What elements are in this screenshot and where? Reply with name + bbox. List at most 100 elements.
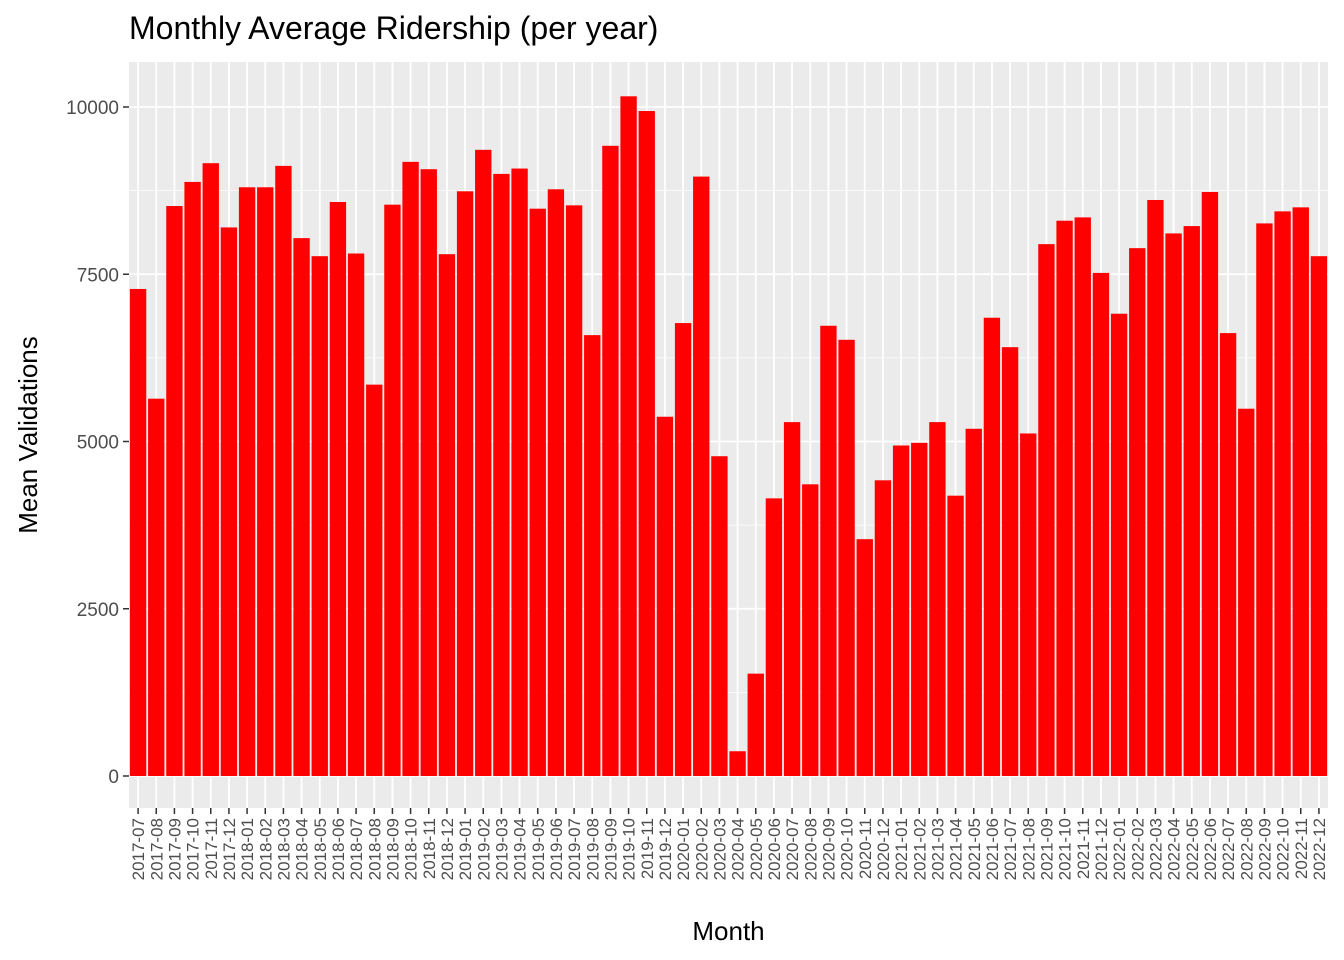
y-tick-label: 0 xyxy=(108,767,119,788)
x-tick-label: 2020-06 xyxy=(765,818,784,880)
bar-2017-12 xyxy=(220,227,238,777)
x-tick-label: 2018-11 xyxy=(420,818,439,879)
bar-2017-08 xyxy=(148,398,165,776)
x-tick-label: 2018-12 xyxy=(438,818,457,880)
bar-2019-05 xyxy=(529,208,546,777)
bar-2019-07 xyxy=(565,205,583,776)
bar-2022-10 xyxy=(1274,211,1291,776)
bar-2020-03 xyxy=(711,456,728,776)
x-tick-label: 2019-08 xyxy=(583,818,602,880)
x-tick-label: 2022-09 xyxy=(1255,818,1274,880)
x-tick-label: 2018-04 xyxy=(293,818,312,880)
x-tick-label: 2021-02 xyxy=(910,818,929,880)
x-tick-label: 2022-07 xyxy=(1219,818,1238,880)
bar-2018-02 xyxy=(257,187,274,776)
bar-2018-08 xyxy=(366,384,383,776)
x-tick-label: 2021-05 xyxy=(965,818,984,880)
x-tick-label: 2022-02 xyxy=(1128,818,1147,880)
bar-2017-10 xyxy=(184,181,201,777)
x-tick-label: 2022-11 xyxy=(1292,818,1311,879)
bar-2018-04 xyxy=(293,238,310,776)
bar-2021-07 xyxy=(1001,347,1019,776)
bar-2022-07 xyxy=(1219,333,1237,776)
bar-2022-03 xyxy=(1147,199,1164,777)
x-tick-label: 2018-07 xyxy=(347,818,366,880)
x-tick-label: 2019-11 xyxy=(638,818,657,879)
x-tick-label: 2020-01 xyxy=(674,818,693,880)
x-tick-label: 2020-12 xyxy=(874,818,893,880)
x-tick-label: 2019-02 xyxy=(474,818,493,880)
y-tick-label: 10000 xyxy=(66,98,119,119)
x-tick-label: 2019-01 xyxy=(456,818,475,880)
x-tick-label: 2017-07 xyxy=(129,818,148,880)
x-tick-label: 2019-09 xyxy=(601,818,620,880)
bar-2017-07 xyxy=(129,288,147,776)
x-tick-label: 2018-10 xyxy=(402,818,421,880)
x-tick-label: 2018-09 xyxy=(383,818,402,880)
x-tick-label: 2020-02 xyxy=(692,818,711,880)
bar-2019-06 xyxy=(547,189,565,777)
bar-2020-05 xyxy=(747,673,764,776)
x-tick-label: 2021-12 xyxy=(1092,818,1111,880)
x-tick-label: 2021-09 xyxy=(1037,818,1056,880)
bar-2022-05 xyxy=(1183,226,1200,776)
bar-2022-01 xyxy=(1110,313,1128,776)
x-tick-label: 2021-01 xyxy=(892,818,911,880)
x-tick-label: 2020-10 xyxy=(838,818,857,880)
bar-2018-01 xyxy=(238,187,256,776)
x-tick-label: 2018-01 xyxy=(238,818,257,880)
bar-2018-11 xyxy=(420,169,437,777)
x-tick-label: 2018-08 xyxy=(365,818,384,880)
bar-2019-03 xyxy=(493,173,510,776)
x-tick-label: 2020-07 xyxy=(783,818,802,880)
plot-panel xyxy=(129,62,1328,808)
x-tick-label: 2021-10 xyxy=(1056,818,1075,880)
bar-2022-02 xyxy=(1129,248,1146,776)
y-axis-title: Mean Validations xyxy=(13,336,43,534)
x-tick-label: 2022-03 xyxy=(1146,818,1165,880)
x-tick-label: 2020-09 xyxy=(819,818,838,880)
bar-2020-06 xyxy=(765,498,783,776)
x-tick-label: 2020-04 xyxy=(729,818,748,880)
bar-2021-01 xyxy=(892,445,910,776)
bar-2022-08 xyxy=(1238,408,1255,776)
bar-2017-09 xyxy=(166,206,183,777)
bar-2019-04 xyxy=(511,168,528,777)
bar-2020-04 xyxy=(729,751,746,776)
x-tick-label: 2017-10 xyxy=(184,818,203,880)
bar-2021-05 xyxy=(965,428,982,776)
x-tick-label: 2019-12 xyxy=(656,818,675,880)
x-tick-label: 2022-10 xyxy=(1274,818,1293,880)
x-tick-label: 2022-01 xyxy=(1110,818,1129,880)
x-axis-title: Month xyxy=(692,916,764,946)
bar-2021-08 xyxy=(1020,433,1037,776)
x-tick-label: 2021-04 xyxy=(947,818,966,880)
x-tick-label: 2020-03 xyxy=(710,818,729,880)
bar-2019-12 xyxy=(656,416,674,776)
x-tick-label: 2019-05 xyxy=(529,818,548,880)
bar-2018-09 xyxy=(384,204,401,776)
bar-2021-10 xyxy=(1056,220,1073,777)
x-tick-label: 2021-11 xyxy=(1074,818,1093,879)
bar-2020-12 xyxy=(874,480,892,776)
bar-2021-11 xyxy=(1074,217,1091,776)
x-tick-label: 2021-07 xyxy=(1001,818,1020,880)
bar-2019-10 xyxy=(620,96,637,776)
x-tick-label: 2018-05 xyxy=(311,818,330,880)
x-tick-label: 2022-08 xyxy=(1237,818,1256,880)
bar-2018-05 xyxy=(311,256,328,776)
x-tick-label: 2019-04 xyxy=(511,818,530,880)
y-tick-label: 5000 xyxy=(77,433,119,454)
bars xyxy=(129,96,1328,777)
x-tick-label: 2017-12 xyxy=(220,818,239,880)
y-axis: 0 2500 5000 7500 10000 xyxy=(66,98,129,788)
bar-2022-11 xyxy=(1292,207,1309,777)
x-tick-label: 2017-08 xyxy=(147,818,166,880)
x-tick-label: 2018-03 xyxy=(274,818,293,880)
bar-2018-03 xyxy=(275,165,292,776)
bar-2019-11 xyxy=(638,111,655,777)
x-tick-label: 2022-06 xyxy=(1201,818,1220,880)
bar-2017-11 xyxy=(202,163,219,777)
x-tick-label: 2019-03 xyxy=(492,818,511,880)
